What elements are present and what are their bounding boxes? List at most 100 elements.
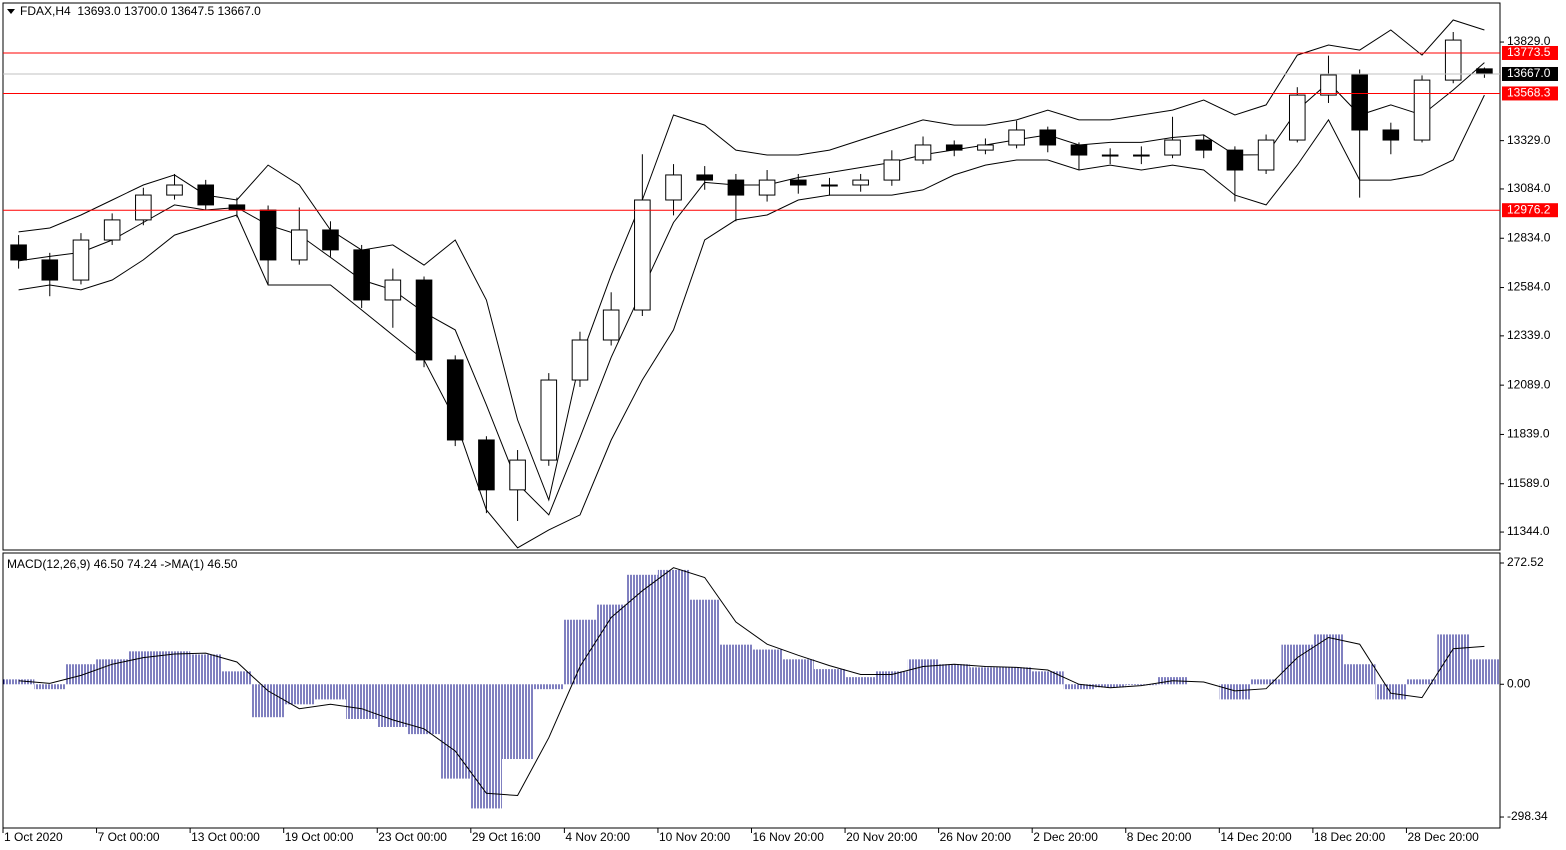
candle-body [665,174,682,201]
chart-title: FDAX,H4 13693.0 13700.0 13647.5 13667.0 [20,4,261,18]
x-tick-label: 1 Oct 2020 [4,830,63,844]
macd-bar [813,669,846,685]
macd-bar [1125,684,1157,686]
candle-body [1133,154,1150,157]
macd-bar [1063,684,1095,690]
macd-bar [252,684,284,718]
candle-body [166,184,183,196]
macd-bar [938,664,970,685]
price-level-label: 13773.5 [1507,45,1551,59]
macd-bar [96,659,128,685]
candle-body [353,249,370,301]
candle-body [1476,68,1493,75]
macd-bar [439,684,471,779]
macd-bar [1406,679,1438,685]
x-tick-label: 18 Dec 20:00 [1314,830,1386,844]
candle-body [634,199,651,311]
candle-body [1164,139,1181,156]
macd-bar [782,659,814,685]
price-level-tag [1502,66,1558,81]
x-tick-label: 23 Oct 00:00 [378,830,447,844]
candle-body [1070,144,1088,156]
macd-bar [190,654,222,685]
x-tick-label: 29 Oct 16:00 [472,830,541,844]
candle-body [1413,79,1431,141]
macd-bar [907,659,939,685]
macd-bar [845,677,877,685]
macd-bar [1312,634,1345,685]
macd-bar [158,651,191,685]
macd-bar [408,684,440,735]
x-tick-label: 7 Oct 00:00 [98,830,160,844]
candle-body [1320,74,1337,96]
y-tick-label: 11839.0 [1507,427,1550,441]
macd-bar [65,664,97,685]
macd-signal [18,567,1485,797]
macd-bar [1094,684,1126,688]
y-tick-label: 11344.0 [1507,524,1550,538]
macd-bar [1468,659,1500,685]
macd-bar [377,684,409,727]
macd-bar [969,667,1001,685]
price-level-tag [1502,203,1558,218]
candle-body [446,359,464,441]
y-tick-label: 13829.0 [1507,34,1551,48]
menu-triangle [7,9,15,14]
candle-body [540,379,558,461]
macd-bar [346,684,378,719]
macd-bar [626,574,658,685]
candle-body [384,279,402,301]
macd-bar [1032,671,1064,685]
x-tick-label: 19 Oct 00:00 [285,830,354,844]
x-tick-label: 28 Dec 20:00 [1407,830,1479,844]
candle-body [696,174,714,181]
y-tick-label: 0.00 [1507,676,1531,690]
macd-bar [1250,679,1282,685]
candle-body [821,184,838,187]
candle-body [259,209,277,261]
macd-bar [564,619,596,685]
candle-body [914,144,932,161]
candle-body [852,179,869,186]
candle-body [322,229,339,251]
macd-bar [221,671,253,685]
candle-body [883,159,901,181]
bollinger-middle [18,62,1485,516]
candle-body [758,179,776,196]
macd-bar [1001,667,1033,685]
macd-bar [314,684,347,700]
candle-body [1257,139,1275,171]
y-tick-label: 12834.0 [1507,230,1551,244]
x-tick-label: 10 Nov 20:00 [659,830,731,844]
candle-body [1101,154,1119,157]
y-tick-label: 13084.0 [1507,181,1551,195]
macd-bar [502,684,534,760]
macd-bar [1219,684,1251,700]
candle-body [1008,129,1025,146]
macd-bar [1344,664,1376,685]
candle-body [789,179,807,186]
y-tick-label: 13329.0 [1507,133,1551,147]
x-tick-label: 8 Dec 20:00 [1127,830,1192,844]
macd-bar [720,644,752,685]
y-tick-label: 12584.0 [1507,280,1551,294]
candle-body [977,144,994,151]
macd-bar [689,599,721,685]
candle-body [945,144,963,151]
macd-panel-frame [2,552,1501,829]
candle-body [1039,129,1057,146]
candle-body [1444,39,1462,81]
price-level-tag [1502,45,1558,60]
macd-bar [533,684,565,690]
x-tick-label: 16 Nov 20:00 [753,830,825,844]
x-tick-label: 2 Dec 20:00 [1033,830,1098,844]
bollinger-upper [18,19,1485,502]
macd-bar [34,684,66,690]
bollinger-lower [18,94,1485,549]
candle-body [571,339,589,381]
price-level-tag [1502,86,1558,101]
y-tick-label: 12089.0 [1507,377,1551,391]
y-tick-label: 272.52 [1507,555,1544,569]
candle-body [1288,94,1306,141]
candle-body [509,459,526,491]
